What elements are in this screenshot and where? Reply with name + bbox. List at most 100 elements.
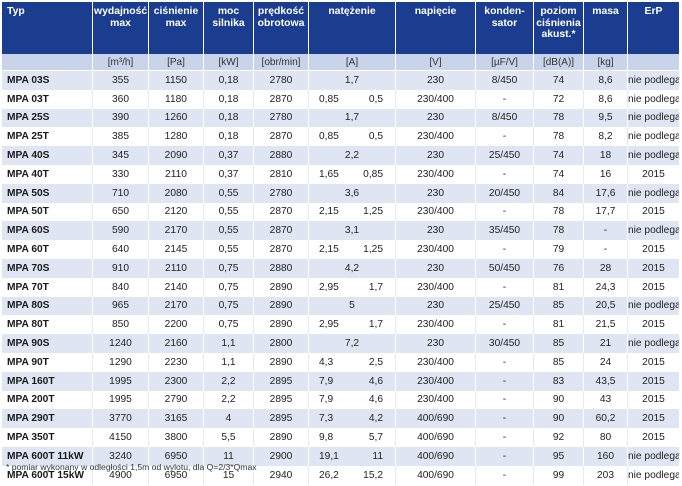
cell-napiecie: 400/690 [396,409,476,429]
cell-predkosc: 2940 [254,465,309,485]
cell-kondensator: - [476,446,534,466]
cell-predkosc: 2895 [254,371,309,391]
cell-moc: 0,18 [204,108,254,128]
cell-typ: MPA 80T [2,315,93,335]
cell-wydajnosc: 965 [93,296,149,316]
cell-natezenie-value: 3,1 [344,225,360,237]
cell-erp: nie podlega [628,146,679,165]
table-row: MPA 25T 385 1280 0,18 2870 0,85 0,5 230/400-78 8… [2,127,679,147]
cell-predkosc: 2870 [254,127,309,147]
cell-cisnienie: 2170 [149,296,204,316]
cell-natezenie-value-2: 0,5 [368,131,383,143]
cell-moc: 0,55 [204,221,254,241]
unit-moc: [kW] [204,54,254,71]
cell-masa: - [584,240,628,259]
cell-cisnienie: 2230 [149,352,204,372]
cell-masa: 8,2 [584,127,628,147]
header-cisnienie: ciśnienie max [149,2,204,54]
cell-masa: 24,3 [584,277,628,297]
header-natezenie: natężenie [309,2,396,54]
cell-moc: 0,55 [204,183,254,203]
cell-natezenie-value-1: 19,1 [319,450,339,462]
cell-natezenie: 2,15 1,25 [309,202,396,222]
cell-predkosc: 2870 [254,240,309,259]
cell-masa: 28 [584,258,628,278]
cell-poziom: 76 [534,258,584,278]
cell-masa: 16 [584,164,628,184]
cell-natezenie: 3,6 [309,183,396,203]
unit-erp [628,54,679,71]
unit-cisnienie: [Pa] [149,54,204,71]
cell-wydajnosc: 385 [93,127,149,147]
cell-cisnienie: 2790 [149,390,204,410]
cell-poziom: 81 [534,315,584,335]
cell-moc: 0,18 [204,89,254,109]
cell-typ: MPA 60S [2,221,93,241]
cell-erp: 2015 [628,277,679,297]
cell-natezenie-value-1: 4,3 [319,356,334,368]
cell-predkosc: 2890 [254,296,309,316]
header-poziom: poziom ciśnienia akust.* [534,2,584,54]
cell-poziom: 78 [534,108,584,128]
cell-natezenie-value-1: 2,15 [319,206,339,218]
cell-natezenie-value-1: 7,3 [319,413,334,425]
cell-wydajnosc: 710 [93,183,149,203]
header-typ: Typ [2,2,93,54]
table-row: MPA 350T 4150 3800 5,5 2890 9,8 5,7 400/690-92 8… [2,428,679,447]
cell-poziom: 81 [534,277,584,297]
cell-napiecie: 400/690 [396,428,476,447]
cell-kondensator: 8/450 [476,71,534,90]
cell-moc: 0,37 [204,164,254,184]
cell-wydajnosc: 1240 [93,334,149,353]
table-row: MPA 600T 15kW 4900 6950 15 2940 26,2 15,2 400/6… [2,465,679,485]
cell-moc: 0,75 [204,258,254,278]
cell-kondensator: - [476,371,534,391]
unit-poziom: [dB(A)] [534,54,584,71]
cell-natezenie-value: 3,6 [344,187,360,199]
cell-erp: nie podlega [628,465,679,485]
unit-natezenie: [A] [309,54,396,71]
cell-poziom: 92 [534,428,584,447]
cell-napiecie: 230/400 [396,89,476,109]
cell-poziom: 74 [534,146,584,165]
cell-natezenie-value: 2,2 [344,150,360,162]
cell-natezenie-value-1: 9,8 [319,432,334,444]
cell-natezenie-value-2: 0,85 [363,168,383,180]
cell-napiecie: 230 [396,146,476,165]
table-row: MPA 70S 910 2110 0,75 2880 4,2 230 50/450 76 28 20… [2,258,679,278]
cell-cisnienie: 2145 [149,240,204,259]
cell-poziom: 79 [534,240,584,259]
cell-natezenie: 19,1 11 [309,446,396,466]
cell-wydajnosc: 3770 [93,409,149,429]
cell-natezenie-value-2: 4,2 [368,413,383,425]
unit-kondensator: [µF/V] [476,54,534,71]
cell-kondensator: - [476,89,534,109]
cell-erp: 2015 [628,428,679,447]
cell-poziom: 74 [534,71,584,90]
cell-typ: MPA 70S [2,258,93,278]
table-row: MPA 50T 650 2120 0,55 2870 2,15 1,25 230/400-78… [2,202,679,222]
cell-cisnienie: 2160 [149,334,204,353]
cell-masa: 8,6 [584,89,628,109]
cell-wydajnosc: 840 [93,277,149,297]
cell-predkosc: 2895 [254,390,309,410]
header-predkosc: prędkość obrotowa [254,2,309,54]
cell-typ: MPA 200T [2,390,93,410]
cell-typ: MPA 60T [2,240,93,259]
cell-erp: nie podlega [628,71,679,90]
cell-natezenie: 7,3 4,2 [309,409,396,429]
cell-predkosc: 2870 [254,221,309,241]
cell-cisnienie: 1280 [149,127,204,147]
cell-predkosc: 2890 [254,428,309,447]
cell-typ: MPA 70T [2,277,93,297]
table-row: MPA 40T 330 2110 0,37 2810 1,65 0,85 230/400-74… [2,164,679,184]
cell-predkosc: 2800 [254,334,309,353]
cell-wydajnosc: 360 [93,89,149,109]
cell-predkosc: 2780 [254,183,309,203]
unit-typ [2,54,93,71]
cell-masa: 17,7 [584,202,628,222]
cell-poziom: 78 [534,221,584,241]
cell-kondensator: - [476,428,534,447]
cell-typ: MPA 50T [2,202,93,222]
